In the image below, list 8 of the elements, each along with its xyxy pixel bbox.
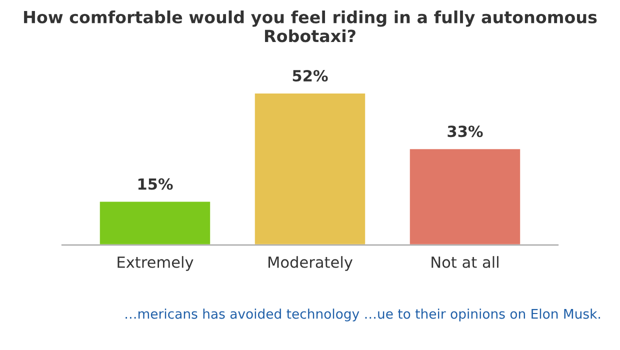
x-tick-label: Not at all (432, 256, 498, 268)
x-tick-label: Extremely (118, 256, 194, 271)
data-label: 52% (292, 70, 328, 82)
x-tick-label: Moderately (268, 256, 353, 271)
data-label: 33% (448, 126, 483, 138)
data-label: 15% (138, 178, 173, 190)
text: …mericans has avoided technology …ue to their opinions on Elon Musk. (126, 308, 600, 322)
chart-title: How comfortable would you feel riding in a fully autonomous Robotaxi? (24, 10, 597, 42)
